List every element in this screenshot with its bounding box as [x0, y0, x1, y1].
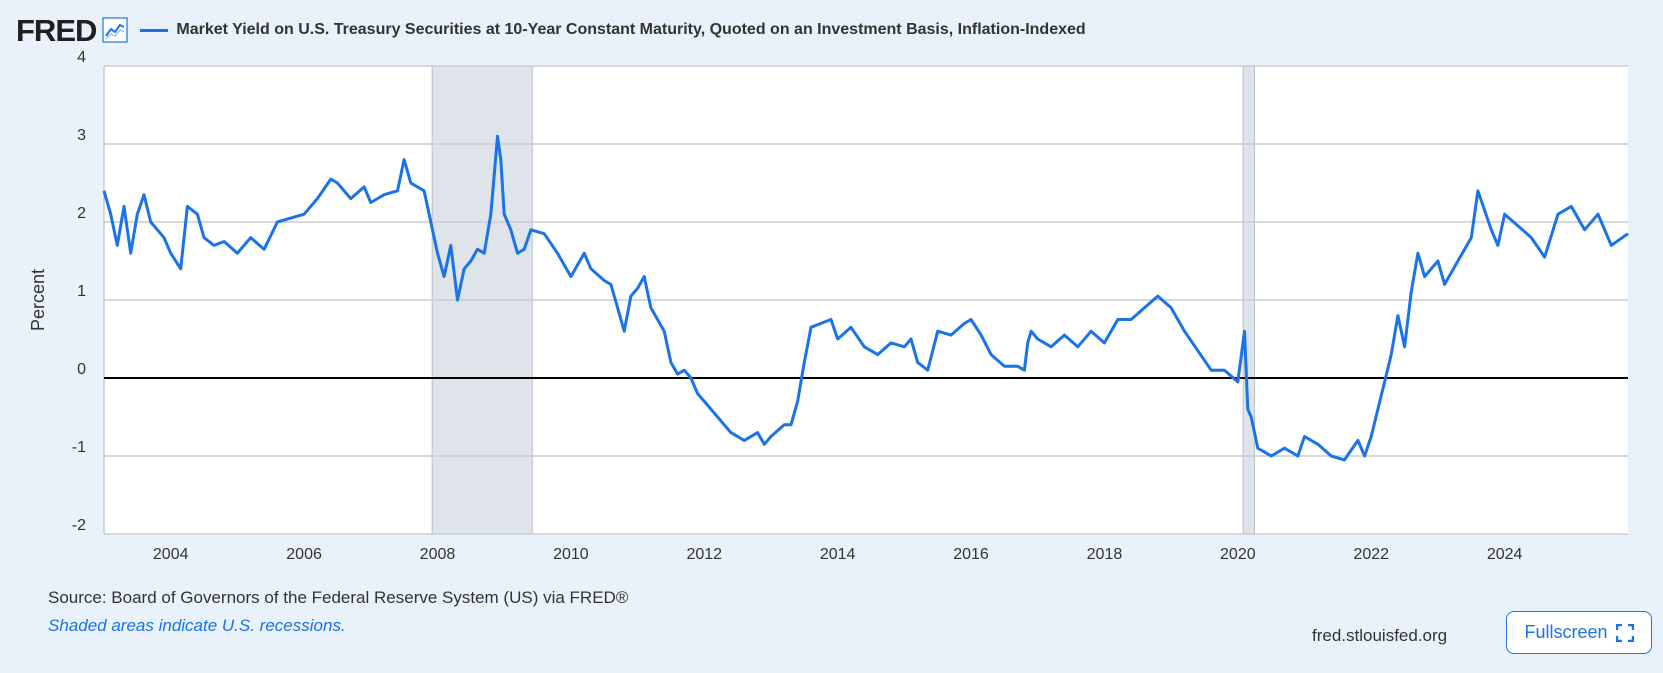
y-tick-label: 1 — [77, 283, 86, 300]
x-tick-label: 2004 — [153, 546, 189, 563]
y-tick-label: 4 — [77, 49, 86, 66]
fullscreen-label: Fullscreen — [1524, 622, 1608, 642]
chart-title: Market Yield on U.S. Treasury Securities… — [176, 21, 1086, 38]
x-tick-label: 2008 — [420, 546, 456, 563]
fred-logo[interactable]: FRED — [16, 12, 97, 48]
x-tick-label: 2006 — [286, 546, 322, 563]
x-tick-label: 2010 — [553, 546, 589, 563]
y-tick-label: 0 — [77, 361, 86, 378]
y-tick-label: -1 — [72, 439, 86, 456]
chart-header: FRED Market Yield on U.S. Treasury Secur… — [16, 14, 1086, 46]
y-tick-label: -2 — [72, 517, 86, 534]
x-tick-label: 2024 — [1487, 546, 1523, 563]
series-line — [102, 134, 1629, 462]
x-tick-label: 2012 — [686, 546, 722, 563]
x-tick-label: 2016 — [953, 546, 989, 563]
legend-swatch — [140, 28, 169, 32]
x-tick-label: 2020 — [1220, 546, 1256, 563]
y-tick-label: 3 — [77, 127, 86, 144]
y-axis-label: Percent — [28, 269, 48, 331]
y-tick-label: 2 — [77, 205, 86, 222]
source-note: Source: Board of Governors of the Federa… — [48, 588, 629, 607]
site-link[interactable]: fred.stlouisfed.org — [1312, 626, 1448, 645]
x-tick-label: 2014 — [820, 546, 856, 563]
x-tick-label: 2022 — [1353, 546, 1389, 563]
recession-note: Shaded areas indicate U.S. recessions. — [48, 616, 346, 635]
x-tick-label: 2018 — [1087, 546, 1123, 563]
line-chart-icon — [102, 17, 128, 43]
fullscreen-icon — [1615, 623, 1634, 642]
fullscreen-button[interactable]: Fullscreen — [1506, 611, 1652, 654]
